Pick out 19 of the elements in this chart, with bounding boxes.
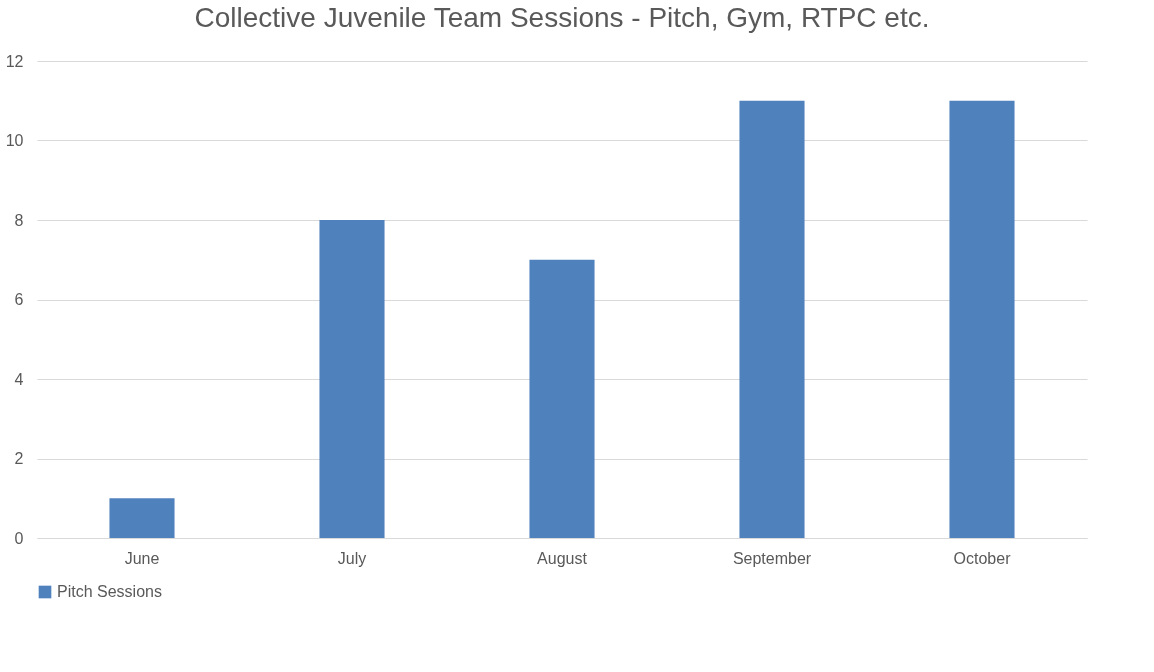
x-tick-label: July — [337, 549, 367, 567]
x-tick-label: August — [537, 549, 588, 567]
y-tick-label: 0 — [14, 529, 24, 547]
x-tick-label: September — [732, 549, 812, 567]
y-tick-label: 10 — [5, 132, 24, 149]
bar — [739, 100, 805, 538]
y-tick-label: 6 — [14, 291, 24, 308]
legend-label: Pitch Sessions — [57, 583, 162, 600]
bar — [529, 259, 595, 538]
bar — [319, 220, 385, 538]
x-tick-label: October — [953, 549, 1012, 567]
y-tick-label: 4 — [14, 370, 24, 388]
y-tick-label: 8 — [14, 211, 24, 229]
y-tick-label: 2 — [14, 450, 24, 467]
bar — [949, 100, 1015, 538]
x-tick-label: June — [124, 549, 160, 567]
chart-title: Collective Juvenile Team Sessions - Pitch, Gym, RTPC etc. — [194, 2, 930, 33]
y-tick-label: 12 — [5, 52, 24, 70]
bar — [109, 498, 175, 538]
